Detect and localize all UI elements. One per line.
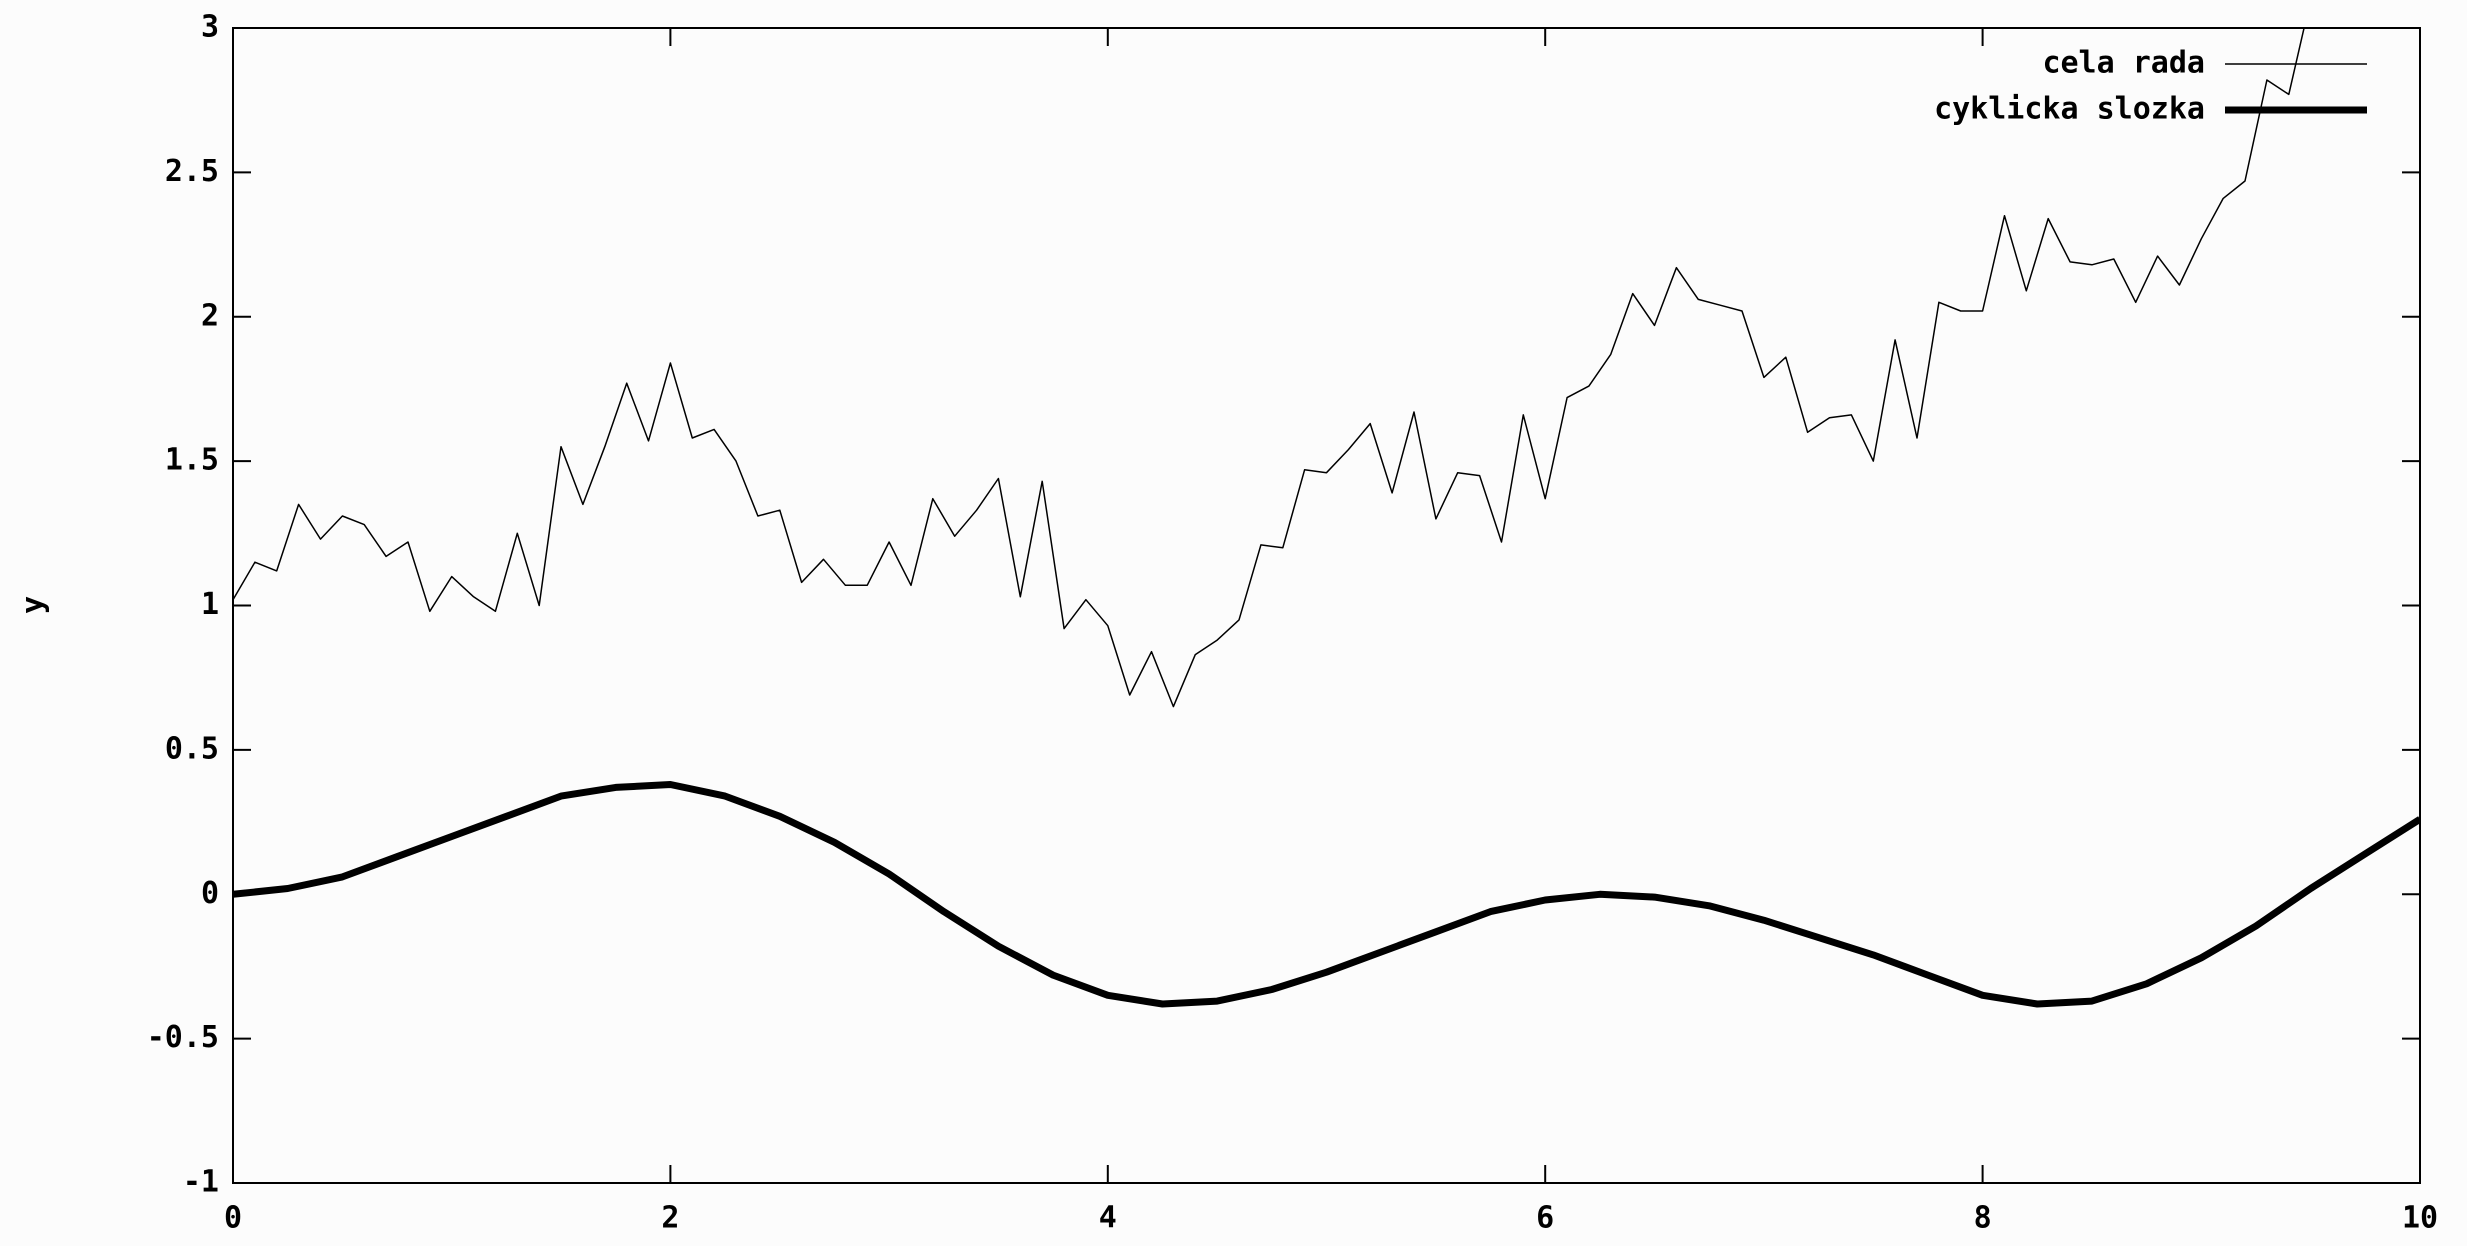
series-line [233, 781, 2420, 1008]
y-axis-label: y [16, 596, 51, 614]
y-tick-label: 1 [201, 587, 219, 622]
legend-label: cela rada [2042, 46, 2205, 81]
x-tick-label: 10 [2402, 1201, 2438, 1236]
y-tick-label: 0 [201, 876, 219, 911]
series-line [233, 28, 2305, 708]
x-tick-label: 4 [1099, 1201, 1117, 1236]
y-tick-label: 2 [201, 298, 219, 333]
y-tick-label: -0.5 [147, 1020, 219, 1055]
x-tick-label: 2 [661, 1201, 679, 1236]
y-tick-label: 2.5 [165, 154, 219, 189]
plot-frame [232, 27, 2421, 1184]
x-tick-label: 0 [224, 1201, 242, 1236]
y-tick-label: -1 [183, 1165, 219, 1200]
y-tick-label: 3 [201, 10, 219, 45]
x-tick-label: 8 [1974, 1201, 1992, 1236]
y-tick-label: 0.5 [165, 731, 219, 766]
legend-label: cyklicka slozka [1934, 92, 2205, 127]
y-tick-label: 1.5 [165, 443, 219, 478]
x-tick-label: 6 [1536, 1201, 1554, 1236]
